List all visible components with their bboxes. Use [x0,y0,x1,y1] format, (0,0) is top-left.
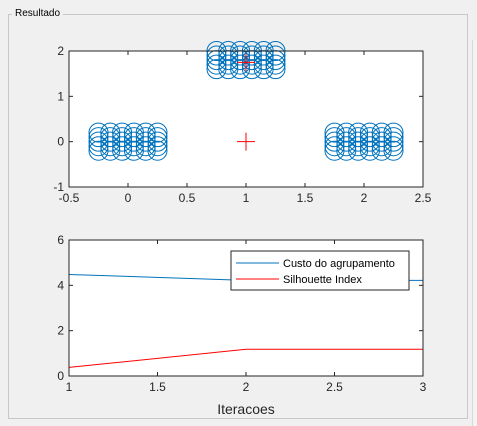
legend-box [230,250,410,291]
plot-area [69,51,423,187]
cluster-point-circle [123,122,144,143]
cluster-point-circle [324,127,345,148]
x-tick-label: 0.5 [179,191,196,205]
x-tick-label: 1.5 [149,380,166,394]
centroid-plus-marker [237,53,255,72]
cluster-point-circle [88,127,109,148]
x-tick-label: 2.5 [326,380,343,394]
x-tick-label: 3 [420,380,427,394]
series-line-silhouette [68,348,423,368]
cluster-point-circle [135,122,156,143]
y-tick-label: 0 [57,369,64,383]
y-tick-label: 2 [57,324,64,338]
cluster-point-circle [371,127,392,148]
cluster-point-circle [230,45,251,66]
cluster-scatter-plot: -0.5 0 0.5 1 1.5 2 2.5 -1 0 1 2 [53,41,432,205]
x-tick-label: 1 [243,191,250,205]
cluster-point-circle [371,122,392,143]
cluster-point-circle [206,45,227,66]
legend-entry-label: Silhouette Index [283,274,362,286]
y-tick-label: 1 [57,89,64,103]
x-tick-label: 0 [125,191,132,205]
cluster-point-circle [348,127,369,148]
cluster-point-circle [88,122,109,143]
cluster-point-circle [383,122,404,143]
axes-frame [68,50,424,188]
y-tick-label: -1 [53,180,64,194]
x-tick-label: 1.5 [297,191,314,205]
y-tick-label: 0 [57,135,64,149]
cluster-point-circle [336,127,357,148]
results-groupbox-title: Resultado [12,8,64,19]
legend: Custo do agrupamento Silhouette Index [230,250,410,291]
cluster-point-circle [253,45,274,66]
cluster-point-circle [241,45,262,66]
cluster-point-circle [324,122,345,143]
cluster-point-circle [383,127,404,148]
cluster-point-circle [359,127,380,148]
cluster-point-circle [147,122,168,143]
y-tick-label: 2 [57,44,64,58]
cluster-point-circle [348,122,369,143]
y-tick-label: 6 [57,233,64,247]
legend-entry-label: Custo do agrupamento [283,258,395,270]
x-tick-label: 1 [66,380,73,394]
results-groupbox [8,14,468,419]
cluster-point-circle [135,127,156,148]
cluster-point-circle [359,122,380,143]
cluster-point-circle [336,122,357,143]
y-tick-label: 4 [57,278,64,292]
cluster-point-circle [100,122,121,143]
cluster-point-circle [265,45,286,66]
x-tick-label: 2 [243,380,250,394]
axes-frame [68,239,424,377]
cluster-point-circle [123,127,144,148]
centroid-plus-marker [237,132,255,151]
x-tick-label: 2.5 [415,191,432,205]
right-panel-edge [472,40,477,426]
cluster-point-circle [112,127,133,148]
x-tick-label: -0.5 [59,191,80,205]
cluster-point-circle [218,45,239,66]
cluster-point-circle [100,127,121,148]
x-tick-label: 2 [361,191,368,205]
cluster-point-circle [147,127,168,148]
convergence-line-plot: 1 1.5 2 2.5 3 0 2 4 6 Iteracoes Custo do agrupamen… [57,233,426,417]
x-axis-label: Iteracoes [217,401,275,417]
cluster-point-circle [112,122,133,143]
